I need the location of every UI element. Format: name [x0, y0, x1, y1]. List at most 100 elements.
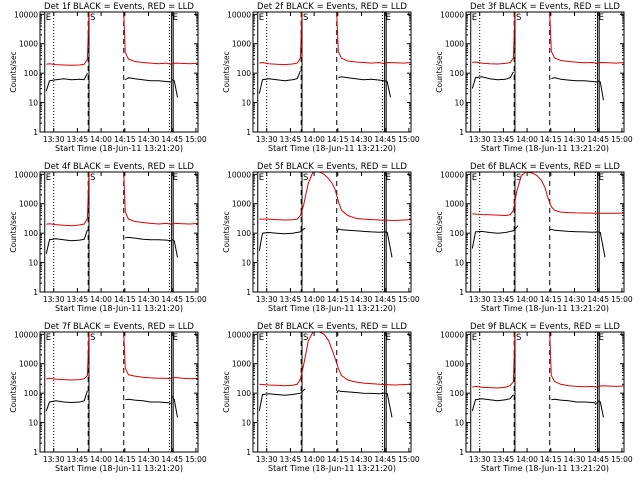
panel-title: Det 3f BLACK = Events, RED = LLD	[470, 2, 620, 12]
x-tick-label: 13:45	[280, 295, 302, 304]
marker-label: E	[173, 173, 178, 183]
lld-series-line	[472, 172, 624, 217]
y-tick-label: 1	[459, 288, 464, 297]
panel-title: Det 7f BLACK = Events, RED = LLD	[44, 322, 194, 332]
plot-frame	[252, 171, 412, 293]
marker-label: S	[516, 13, 521, 23]
x-tick-label: 13:45	[493, 455, 515, 464]
x-tick-label: 14:30	[564, 455, 586, 464]
y-tick-label: 10000	[227, 330, 251, 339]
y-tick-label: 100	[450, 229, 465, 238]
y-axis-label: Counts/sec	[9, 51, 18, 92]
x-tick-label: 14:30	[351, 135, 373, 144]
marker-label: S	[516, 333, 521, 343]
x-tick-label: 14:45	[161, 295, 183, 304]
y-tick-label: 100	[237, 69, 252, 78]
x-tick-label: 14:45	[587, 135, 609, 144]
lld-series-line	[171, 222, 198, 225]
x-tick-label: 15:00	[185, 295, 207, 304]
y-tick-label: 10	[454, 259, 464, 268]
x-axis-label: Start Time (18-Jun-11 13:21:20)	[481, 304, 609, 313]
events-series-line	[336, 390, 385, 395]
events-series-line	[45, 229, 88, 254]
y-tick-label: 1000	[232, 360, 251, 369]
x-tick-label: 14:15	[114, 135, 136, 144]
events-series-line	[597, 80, 604, 101]
x-tick-label: 14:00	[90, 135, 112, 144]
marker-label: S	[90, 173, 95, 183]
y-tick-label: 10000	[14, 330, 38, 339]
y-tick-label: 1000	[232, 200, 251, 209]
plot-frame	[252, 331, 412, 453]
x-tick-label: 13:45	[280, 135, 302, 144]
events-series-line	[336, 228, 385, 234]
marker-label: E	[472, 13, 477, 23]
panel-title: Det 4f BLACK = Events, RED = LLD	[44, 162, 194, 172]
marker-label: E	[386, 173, 391, 183]
y-tick-label: 100	[450, 389, 465, 398]
panel-title: Det 6f BLACK = Events, RED = LLD	[470, 162, 620, 172]
events-series-line	[551, 398, 598, 404]
lld-series-line	[171, 62, 198, 65]
x-tick-label: 15:00	[611, 135, 633, 144]
y-tick-label: 10000	[14, 10, 38, 19]
x-tick-label: 13:45	[67, 135, 89, 144]
marker-label: E	[46, 173, 51, 183]
y-tick-label: 10000	[440, 10, 464, 19]
y-tick-label: 10000	[227, 10, 251, 19]
plot-frame	[465, 331, 625, 453]
y-tick-label: 10	[28, 259, 38, 268]
x-tick-label: 14:00	[516, 295, 538, 304]
y-axis-label: Counts/sec	[222, 51, 231, 92]
x-tick-label: 14:00	[303, 455, 325, 464]
panel-title: Det 8f BLACK = Events, RED = LLD	[257, 322, 407, 332]
events-series-line	[45, 390, 88, 412]
y-tick-label: 1	[246, 128, 251, 137]
panel-title: Det 5f BLACK = Events, RED = LLD	[257, 162, 407, 172]
lld-series-line	[259, 172, 411, 222]
y-tick-label: 1000	[445, 360, 464, 369]
lld-series-line	[46, 12, 90, 66]
x-tick-label: 14:00	[303, 135, 325, 144]
x-tick-label: 13:45	[67, 295, 89, 304]
lld-series-line	[123, 172, 172, 225]
events-series-line	[338, 76, 385, 82]
x-axis-label: Start Time (18-Jun-11 13:21:20)	[481, 144, 609, 153]
y-tick-label: 100	[24, 69, 39, 78]
marker-label: E	[386, 333, 391, 343]
x-tick-label: 14:00	[516, 135, 538, 144]
y-tick-label: 1	[459, 448, 464, 457]
panel-title: Det 9f BLACK = Events, RED = LLD	[470, 322, 620, 332]
y-tick-label: 100	[24, 229, 39, 238]
y-tick-label: 10000	[227, 170, 251, 179]
y-tick-label: 1000	[19, 360, 38, 369]
y-axis-label: Counts/sec	[222, 211, 231, 252]
lld-series-line	[472, 12, 516, 65]
y-axis-label: Counts/sec	[435, 51, 444, 92]
plot-frame	[465, 171, 625, 293]
lld-series-line	[171, 376, 198, 380]
x-tick-label: 14:15	[540, 295, 562, 304]
lld-series-line	[597, 61, 624, 64]
marker-label: E	[259, 13, 264, 23]
x-axis-label: Start Time (18-Jun-11 13:21:20)	[55, 144, 183, 153]
y-tick-label: 1000	[445, 200, 464, 209]
plot-frame	[252, 11, 412, 133]
marker-label: S	[90, 333, 95, 343]
marker-label: E	[599, 333, 604, 343]
marker-label: S	[90, 13, 95, 23]
x-tick-label: 14:15	[327, 135, 349, 144]
lld-series-line	[336, 12, 385, 65]
marker-label: E	[599, 173, 604, 183]
events-series-line	[45, 72, 88, 92]
lld-series-line	[46, 332, 90, 381]
x-tick-label: 14:30	[564, 135, 586, 144]
x-axis-label: Start Time (18-Jun-11 13:21:20)	[268, 464, 396, 473]
x-tick-label: 14:00	[516, 455, 538, 464]
y-tick-label: 10000	[14, 170, 38, 179]
